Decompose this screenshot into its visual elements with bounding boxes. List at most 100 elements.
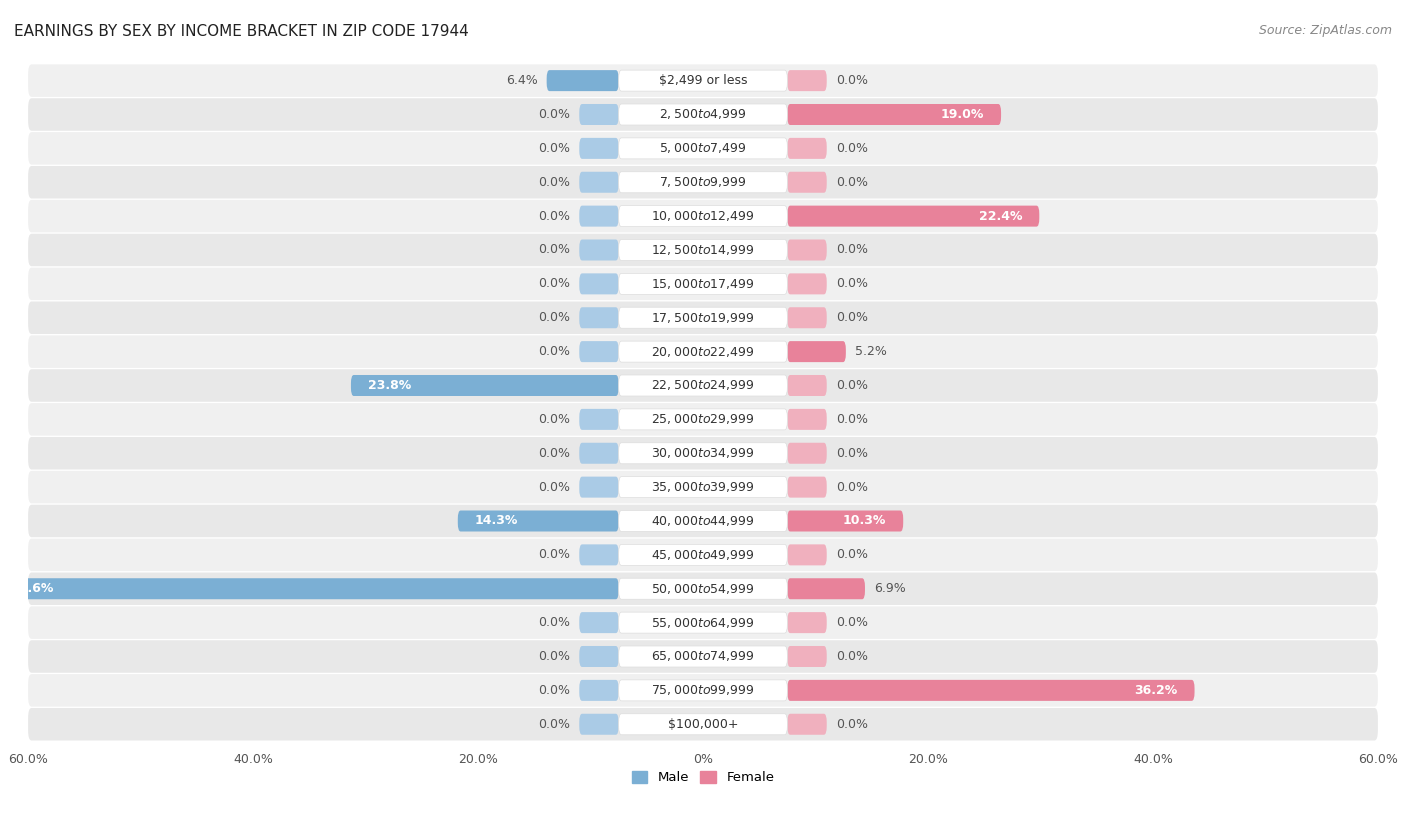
FancyBboxPatch shape — [28, 403, 1378, 436]
Text: 0.0%: 0.0% — [538, 142, 571, 154]
FancyBboxPatch shape — [28, 267, 1378, 300]
FancyBboxPatch shape — [28, 674, 1378, 706]
FancyBboxPatch shape — [787, 443, 827, 463]
FancyBboxPatch shape — [787, 104, 1001, 125]
FancyBboxPatch shape — [787, 273, 827, 294]
FancyBboxPatch shape — [28, 538, 1378, 571]
FancyBboxPatch shape — [619, 240, 787, 260]
FancyBboxPatch shape — [579, 646, 619, 667]
FancyBboxPatch shape — [619, 307, 787, 328]
FancyBboxPatch shape — [579, 307, 619, 328]
Text: 0.0%: 0.0% — [835, 616, 868, 629]
FancyBboxPatch shape — [619, 646, 787, 667]
FancyBboxPatch shape — [352, 375, 619, 396]
Legend: Male, Female: Male, Female — [626, 766, 780, 789]
Text: 0.0%: 0.0% — [538, 684, 571, 697]
Text: 0.0%: 0.0% — [538, 480, 571, 493]
FancyBboxPatch shape — [28, 166, 1378, 198]
Text: 23.8%: 23.8% — [368, 379, 411, 392]
Text: 14.3%: 14.3% — [475, 515, 517, 528]
FancyBboxPatch shape — [28, 132, 1378, 164]
FancyBboxPatch shape — [28, 335, 1378, 367]
FancyBboxPatch shape — [787, 680, 1195, 701]
Text: 0.0%: 0.0% — [538, 311, 571, 324]
Text: 0.0%: 0.0% — [538, 549, 571, 561]
Text: $30,000 to $34,999: $30,000 to $34,999 — [651, 446, 755, 460]
Text: $7,500 to $9,999: $7,500 to $9,999 — [659, 176, 747, 189]
Text: 0.0%: 0.0% — [538, 277, 571, 290]
Text: $45,000 to $49,999: $45,000 to $49,999 — [651, 548, 755, 562]
FancyBboxPatch shape — [579, 714, 619, 735]
FancyBboxPatch shape — [579, 409, 619, 430]
Text: 0.0%: 0.0% — [835, 480, 868, 493]
Text: 0.0%: 0.0% — [538, 176, 571, 189]
FancyBboxPatch shape — [787, 511, 903, 532]
Text: $5,000 to $7,499: $5,000 to $7,499 — [659, 141, 747, 155]
Text: 0.0%: 0.0% — [538, 108, 571, 121]
FancyBboxPatch shape — [28, 437, 1378, 469]
FancyBboxPatch shape — [619, 70, 787, 91]
FancyBboxPatch shape — [787, 578, 865, 599]
FancyBboxPatch shape — [787, 476, 827, 498]
Text: $55,000 to $64,999: $55,000 to $64,999 — [651, 615, 755, 629]
Text: 0.0%: 0.0% — [538, 244, 571, 256]
FancyBboxPatch shape — [458, 511, 619, 532]
FancyBboxPatch shape — [619, 545, 787, 565]
FancyBboxPatch shape — [787, 70, 827, 91]
Text: $40,000 to $44,999: $40,000 to $44,999 — [651, 514, 755, 528]
FancyBboxPatch shape — [619, 476, 787, 498]
Text: 0.0%: 0.0% — [835, 244, 868, 256]
FancyBboxPatch shape — [619, 511, 787, 532]
Text: 0.0%: 0.0% — [835, 718, 868, 731]
FancyBboxPatch shape — [579, 680, 619, 701]
FancyBboxPatch shape — [619, 375, 787, 396]
FancyBboxPatch shape — [787, 612, 827, 633]
Text: 10.3%: 10.3% — [844, 515, 886, 528]
FancyBboxPatch shape — [787, 375, 827, 396]
FancyBboxPatch shape — [787, 307, 827, 328]
FancyBboxPatch shape — [547, 70, 619, 91]
Text: 22.4%: 22.4% — [979, 210, 1022, 223]
Text: 0.0%: 0.0% — [835, 447, 868, 459]
Text: $75,000 to $99,999: $75,000 to $99,999 — [651, 684, 755, 698]
FancyBboxPatch shape — [619, 341, 787, 362]
FancyBboxPatch shape — [787, 409, 827, 430]
Text: 0.0%: 0.0% — [835, 176, 868, 189]
FancyBboxPatch shape — [579, 545, 619, 565]
Text: 0.0%: 0.0% — [538, 413, 571, 426]
Text: 0.0%: 0.0% — [538, 718, 571, 731]
FancyBboxPatch shape — [579, 172, 619, 193]
Text: 0.0%: 0.0% — [835, 549, 868, 561]
Text: $15,000 to $17,499: $15,000 to $17,499 — [651, 277, 755, 291]
Text: Source: ZipAtlas.com: Source: ZipAtlas.com — [1258, 24, 1392, 37]
FancyBboxPatch shape — [619, 612, 787, 633]
FancyBboxPatch shape — [28, 505, 1378, 537]
Text: $25,000 to $29,999: $25,000 to $29,999 — [651, 412, 755, 426]
Text: 0.0%: 0.0% — [538, 346, 571, 358]
Text: $17,500 to $19,999: $17,500 to $19,999 — [651, 311, 755, 324]
FancyBboxPatch shape — [619, 104, 787, 125]
Text: 5.2%: 5.2% — [855, 346, 887, 358]
FancyBboxPatch shape — [619, 714, 787, 735]
FancyBboxPatch shape — [28, 302, 1378, 334]
FancyBboxPatch shape — [787, 172, 827, 193]
FancyBboxPatch shape — [619, 409, 787, 430]
Text: $20,000 to $22,499: $20,000 to $22,499 — [651, 345, 755, 359]
Text: 0.0%: 0.0% — [538, 616, 571, 629]
FancyBboxPatch shape — [787, 714, 827, 735]
Text: $35,000 to $39,999: $35,000 to $39,999 — [651, 480, 755, 494]
FancyBboxPatch shape — [579, 240, 619, 260]
Text: $12,500 to $14,999: $12,500 to $14,999 — [651, 243, 755, 257]
Text: 36.2%: 36.2% — [1135, 684, 1178, 697]
FancyBboxPatch shape — [619, 443, 787, 463]
FancyBboxPatch shape — [619, 172, 787, 193]
FancyBboxPatch shape — [28, 641, 1378, 673]
FancyBboxPatch shape — [619, 273, 787, 294]
FancyBboxPatch shape — [28, 369, 1378, 402]
FancyBboxPatch shape — [28, 200, 1378, 233]
Text: 0.0%: 0.0% — [538, 210, 571, 223]
FancyBboxPatch shape — [579, 206, 619, 227]
Text: 0.0%: 0.0% — [835, 413, 868, 426]
FancyBboxPatch shape — [619, 680, 787, 701]
FancyBboxPatch shape — [619, 206, 787, 227]
